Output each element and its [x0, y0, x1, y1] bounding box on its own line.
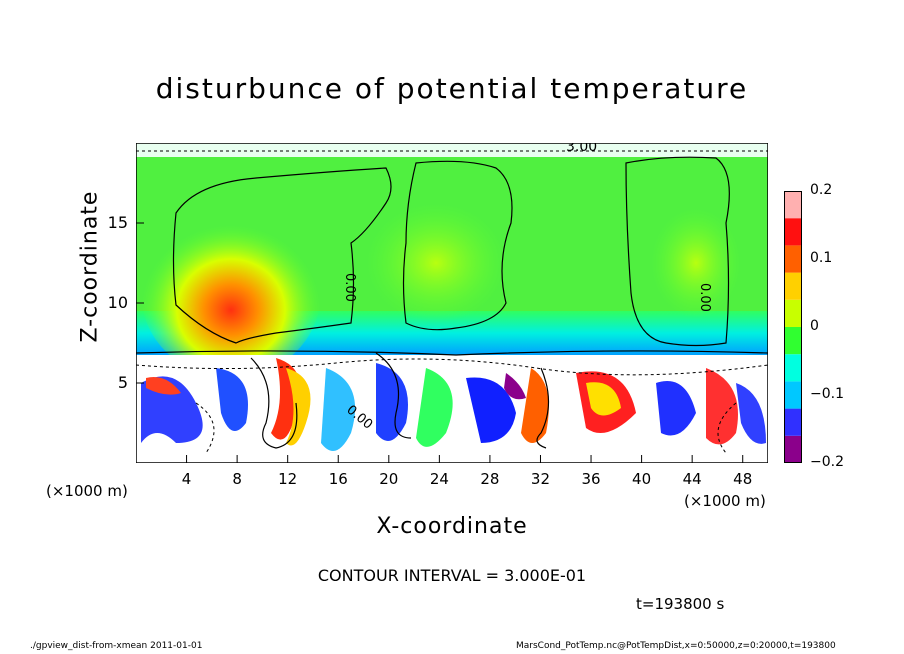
x-tick-label: 44: [682, 470, 702, 488]
contour-label-top: 3.00: [566, 143, 597, 155]
colorbar-segment: [784, 381, 802, 409]
colorbar-segment: [784, 327, 802, 355]
contour-label-right: 0.00: [697, 283, 712, 312]
warm-anomaly-left: [141, 208, 321, 378]
colorbar: [784, 191, 802, 463]
colorbar-tick-label: 0: [810, 318, 819, 334]
colorbar-segment: [784, 245, 802, 273]
contour-lines: [136, 156, 768, 449]
colorbar-segment: [784, 408, 802, 436]
colorbar-segment: [784, 354, 802, 382]
footer-right: MarsCond_PotTemp.nc@PotTempDist,x=0:5000…: [516, 641, 836, 651]
upper-layer-top-band: [136, 143, 768, 157]
x-tick-label: 16: [328, 470, 348, 488]
dashed-contours: [136, 150, 768, 454]
x-tick-label: 36: [581, 470, 601, 488]
x-tick-label: 8: [232, 470, 242, 488]
plot-area: 3.00 0.00 0.00 0.00: [136, 143, 768, 463]
colorbar-tick-label: −0.1: [810, 386, 844, 402]
y-axis-label: Z-coordinate: [77, 190, 103, 343]
x-tick-label: 32: [530, 470, 551, 488]
colorbar-frame: [784, 191, 802, 463]
y-tick-marks: [136, 222, 144, 384]
colorbar-segment: [784, 272, 802, 300]
x-unit-label-right: (×1000 m): [684, 492, 766, 510]
colorbar-segment: [784, 435, 802, 463]
y-tick-label: 15: [107, 213, 128, 232]
colorbar-tick-label: −0.2: [810, 454, 844, 470]
warm-anomaly-mid: [366, 203, 506, 323]
time-stamp: t=193800 s: [636, 595, 725, 613]
colorbar-tick-label: 0.2: [810, 182, 833, 198]
x-tick-label: 48: [733, 470, 753, 488]
contour-interval-text: CONTOUR INTERVAL = 3.000E-01: [317, 566, 587, 585]
x-tick-label: 40: [632, 470, 652, 488]
chart-title: disturbunce of potential temperature: [155, 72, 749, 105]
colorbar-segment: [784, 191, 802, 219]
x-tick-label: 12: [278, 470, 298, 488]
convective-eddies: [141, 358, 766, 451]
colorbar-tick-label: 0.1: [810, 250, 833, 266]
x-tick-label: 28: [480, 470, 500, 488]
y-tick-label: 5: [117, 373, 128, 392]
x-axis-label: X-coordinate: [376, 514, 528, 539]
colorbar-segment: [784, 299, 802, 327]
x-tick-marks: [186, 455, 744, 463]
footer-left: ./gpview_dist-from-xmean 2011-01-01: [30, 641, 203, 651]
contour-label-left: 0.00: [342, 273, 357, 302]
x-unit-label-left: (×1000 m): [46, 482, 128, 500]
colorbar-segment: [784, 218, 802, 246]
x-tick-label: 24: [429, 470, 449, 488]
x-tick-label: 20: [379, 470, 399, 488]
x-tick-label: 4: [181, 470, 192, 488]
warm-anomaly-right: [651, 208, 741, 318]
y-tick-label: 10: [107, 293, 128, 312]
